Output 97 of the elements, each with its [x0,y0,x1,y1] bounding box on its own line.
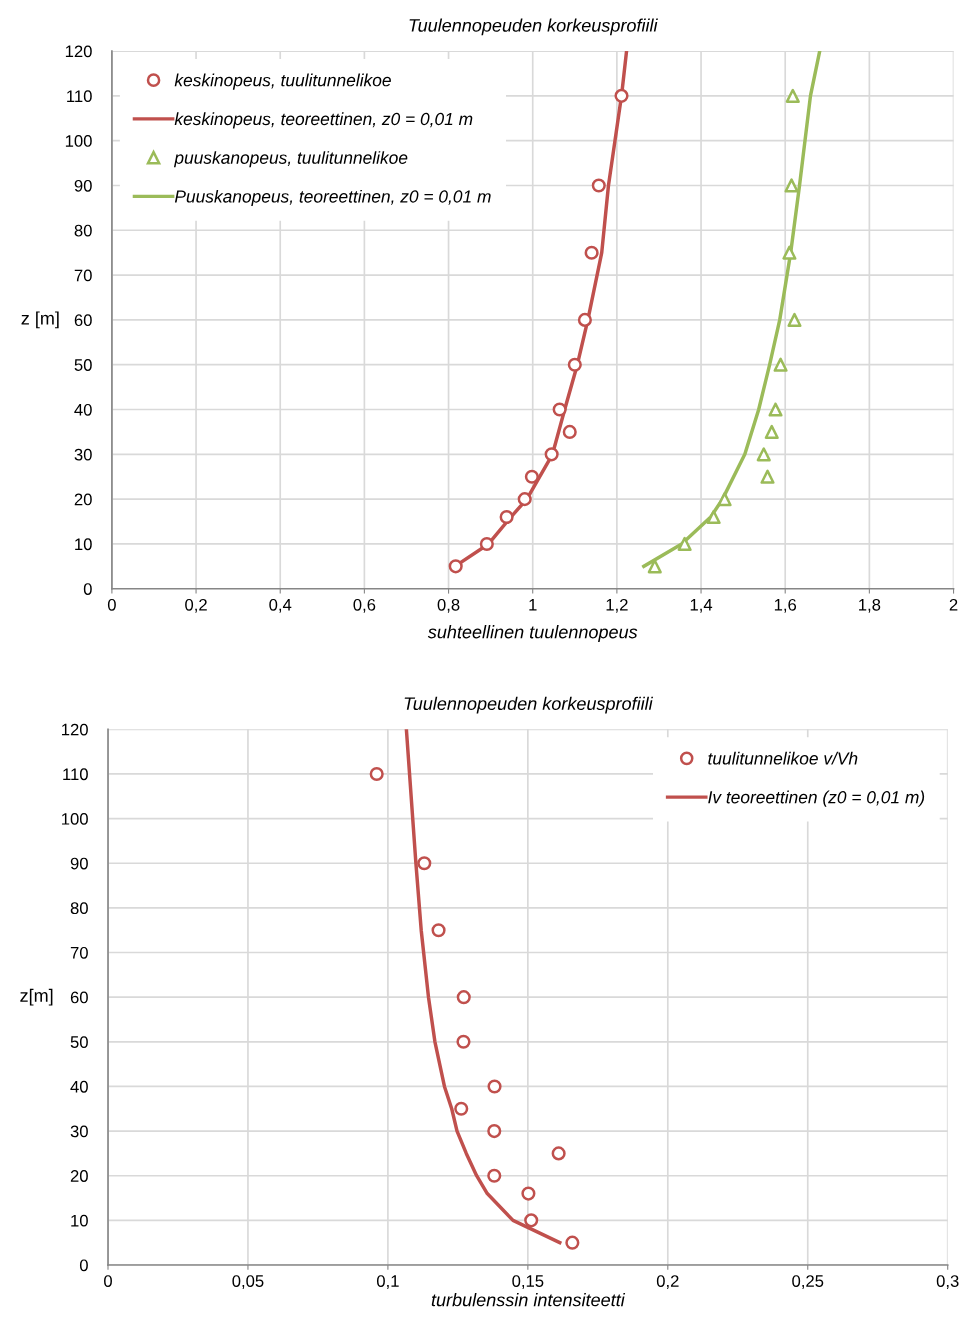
y-tick-label: 20 [74,493,92,506]
point [760,469,775,484]
y-tick-label: 40 [70,1080,88,1093]
x-tick-label: 0,3 [936,1275,959,1289]
point [431,923,446,938]
legend-label: keskinopeus, teoreettinen, z0 = 0,01 m [174,112,473,129]
point [584,245,599,260]
y-tick-label: 90 [74,179,92,192]
point [524,469,539,484]
x-tick-label: 1,8 [859,598,881,613]
x-tick-label: 1,4 [690,599,713,613]
y-tick-label: 80 [74,224,92,237]
point [787,312,802,327]
x-tick-label: 0,1 [376,1275,399,1289]
point [764,424,779,439]
x-tick-label: 0,6 [353,598,376,613]
y-tick-label: 20 [70,1170,88,1182]
chart-title: Tuulennopeuden korkeusprofiili [404,696,654,714]
line-series [642,51,822,569]
y-axis-title: z[m] [20,988,53,1006]
y-tick-label: 10 [71,1214,88,1227]
x-tick-label: 0,2 [656,1275,679,1289]
y-tick-label: 120 [62,723,88,736]
y-tick-label: 110 [63,768,88,781]
y-tick-label: 100 [62,812,88,825]
y-tick-label: 110 [67,90,92,103]
y-tick-label: 120 [65,45,92,58]
point [499,509,514,525]
point [577,312,592,327]
point [756,447,771,462]
point [614,88,629,103]
point [551,1146,566,1161]
point [521,1186,536,1201]
point [487,1124,502,1139]
line-series [404,729,562,1245]
point [456,1034,471,1049]
point [785,88,800,103]
y-tick-label: 70 [70,946,88,959]
point [773,357,788,372]
point [524,1213,539,1228]
x-tick-label: 1,2 [606,598,628,613]
x-tick-label: 0 [107,598,116,611]
x-tick-label: 1 [529,599,537,611]
x-tick-label: 0 [104,1275,112,1287]
point [567,357,582,372]
y-tick-label: 60 [74,314,92,327]
point [448,559,463,574]
legend-label: tuulitunnelikoe v/Vh [708,751,858,765]
y-tick-label: 50 [70,1036,88,1048]
y-tick-label: 60 [70,991,88,1004]
y-tick-label: 30 [74,448,92,461]
x-tick-label: 0,15 [512,1275,544,1289]
point [647,559,662,574]
x-tick-label: 0,8 [437,598,460,613]
legend-label: puuskanopeus, tuulitunnelikoe [173,151,408,168]
y-axis-title: z [m] [21,311,59,329]
x-tick-label: 0,2 [185,598,207,613]
point [369,766,384,781]
point [417,856,432,871]
point [562,424,577,439]
point [517,492,532,507]
point [677,536,692,551]
x-axis-title: suhteellinen tuulennopeus [427,625,638,642]
x-tick-label: 0,25 [792,1275,824,1289]
point [768,402,783,417]
point [591,178,606,193]
y-tick-label: 40 [74,403,92,416]
point [565,1235,580,1250]
y-tick-label: 10 [75,538,92,551]
point [544,447,559,462]
y-tick-label: 30 [70,1125,88,1138]
chart-title: Tuulennopeuden korkeusprofiili [409,18,658,36]
y-tick-label: 0 [83,583,92,595]
x-axis-title: turbulenssin intensiteetti [431,1293,626,1307]
y-tick-label: 80 [70,902,88,915]
y-tick-label: 0 [79,1259,88,1272]
point [487,1079,502,1094]
legend-label: Iv teoreettinen (z0 = 0,01 m) [708,790,925,807]
point [717,492,732,507]
point [479,536,494,551]
point [454,1101,469,1116]
y-tick-label: 50 [74,359,92,371]
point [784,178,799,193]
point [487,1168,502,1183]
y-tick-label: 70 [74,269,92,282]
y-tick-label: 100 [65,135,92,147]
legend-label: Puuskanopeus, teoreettinen, z0 = 0,01 m [174,189,491,207]
point [782,245,797,260]
y-tick-label: 90 [70,857,88,870]
point [552,402,567,417]
legend-label: keskinopeus, tuulitunnelikoe [174,73,391,90]
x-tick-label: 2 [949,598,958,611]
x-tick-label: 1,6 [774,598,797,613]
point [456,990,471,1005]
x-tick-label: 0,05 [232,1275,264,1289]
point [706,509,721,525]
x-tick-label: 0,4 [269,598,292,613]
